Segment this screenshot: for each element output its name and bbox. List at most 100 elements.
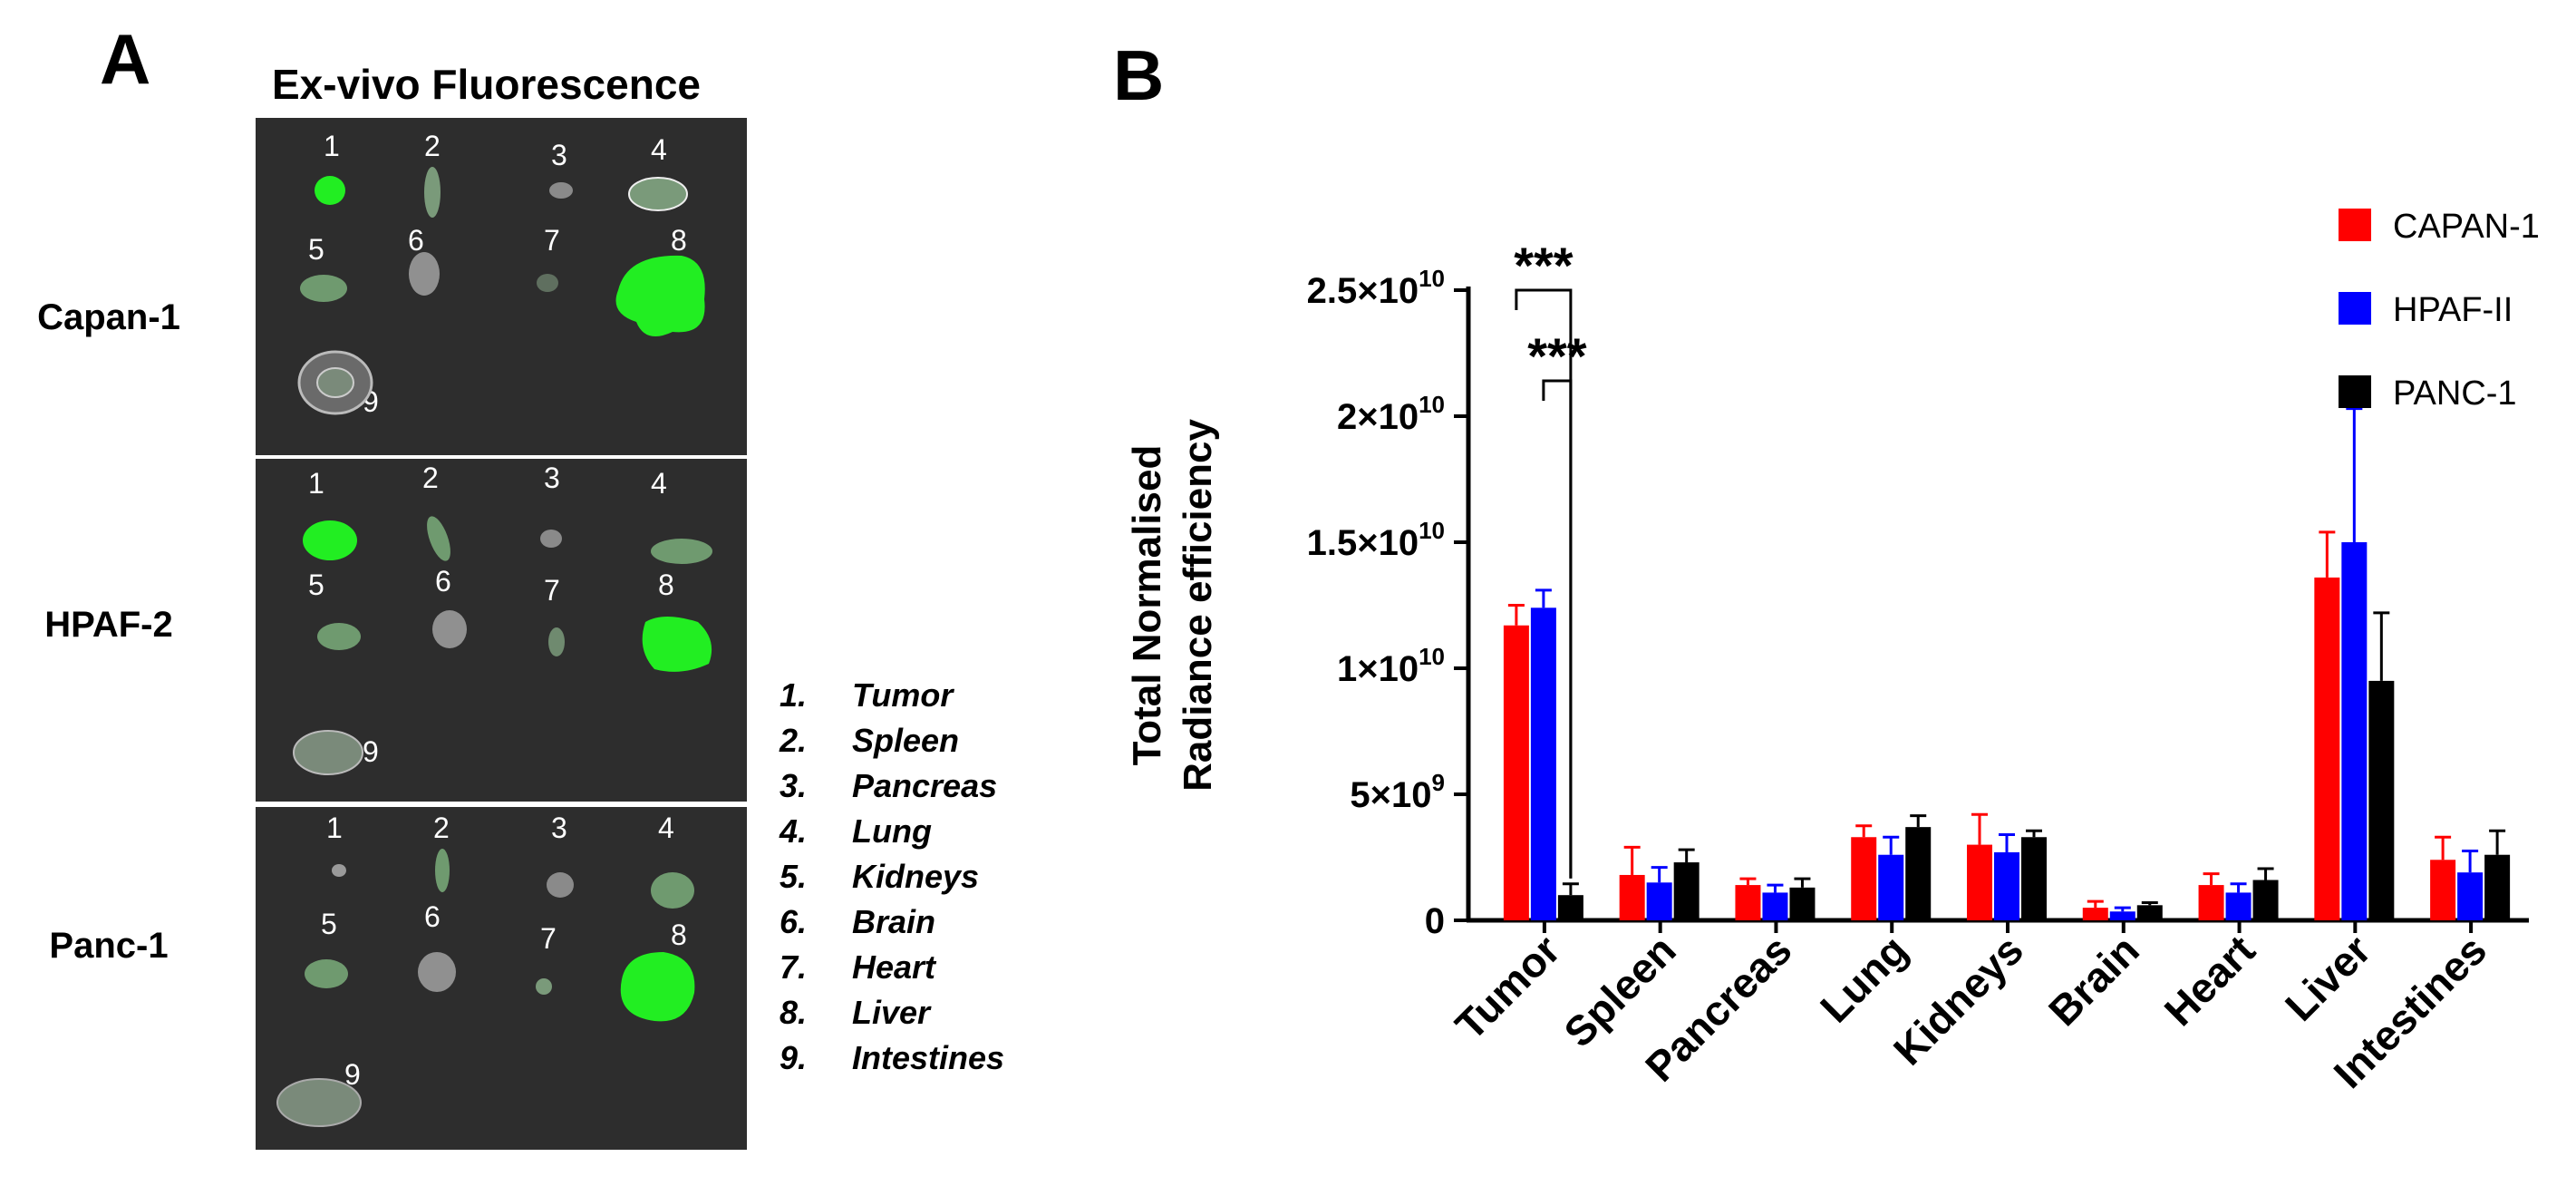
organ-tumor (332, 864, 346, 877)
organ-liver (642, 617, 712, 672)
organ-legend-item: 4. Lung (780, 809, 1004, 854)
organ-number: 4 (651, 467, 667, 500)
x-tick-label: Lung (1811, 926, 1916, 1031)
organ-number: 3 (551, 812, 567, 844)
organ-number: 2 (422, 462, 439, 494)
organ-spleen (427, 516, 450, 561)
organ-number: 9 (363, 735, 379, 768)
bar-hpaf-ii (1530, 608, 1556, 920)
organ-intestines (276, 1078, 362, 1127)
organ-brain (432, 610, 467, 648)
organ-number: 2 (424, 130, 441, 162)
organ-number: 4 (658, 812, 674, 844)
organ-heart (536, 978, 552, 995)
organ-legend-item: 5. Kidneys (780, 854, 1004, 899)
bar-hpaf-ii (1878, 854, 1904, 920)
organ-kidneys (300, 275, 347, 302)
bar-capan-1 (1851, 837, 1877, 920)
legend-swatch-panc-1 (2339, 375, 2371, 408)
organ-legend-name: Kidneys (852, 858, 980, 895)
organ-number: 7 (544, 224, 560, 257)
organ-legend-name: Liver (852, 994, 931, 1031)
y-axis-label: Total Normalised (1125, 445, 1169, 766)
legend-label: HPAF-II (2393, 291, 2513, 329)
organ-legend-number: 3. (780, 767, 808, 804)
legend-swatch-capan-1 (2339, 209, 2371, 241)
y-tick-label: 5×109 (1350, 769, 1445, 815)
fluorescence-title: Ex-vivo Fluorescence (272, 61, 701, 108)
organ-legend-item: 8. Liver (780, 990, 1004, 1035)
organ-number: 6 (424, 900, 441, 933)
organ-legend-number: 9. (780, 1039, 808, 1076)
organ-number: 7 (544, 574, 560, 607)
bar-panc-1 (2136, 905, 2163, 920)
x-tick-label: Kidneys (1884, 926, 2032, 1074)
bar-panc-1 (2021, 837, 2047, 920)
fluorescence-image-panc: 1 2 3 4 5 6 7 8 9 (256, 807, 747, 1150)
y-tick-label: 0 (1425, 901, 1445, 941)
bar-hpaf-ii (2225, 892, 2252, 920)
organ-brain (418, 952, 456, 992)
x-tick-label: Liver (2276, 926, 2380, 1030)
organ-liver (620, 952, 695, 1022)
bar-panc-1 (2368, 680, 2395, 920)
organ-legend-number: 6. (780, 903, 808, 940)
organ-number: 6 (408, 224, 424, 257)
significance-label: *** (1527, 327, 1587, 384)
organ-pancreas (549, 182, 573, 199)
bar-capan-1 (1735, 885, 1761, 920)
organ-legend-name: Spleen (852, 722, 960, 759)
organ-legend-number: 1. (780, 676, 808, 714)
bar-hpaf-ii (1646, 882, 1672, 920)
organ-legend-item: 6. Brain (780, 899, 1004, 945)
organ-kidneys (317, 623, 361, 650)
row-label-panc: Panc-1 (49, 926, 169, 966)
y-axis-label: Radiance efficiency (1176, 419, 1220, 792)
organ-pancreas (547, 872, 574, 898)
organ-number: 3 (551, 139, 567, 171)
fluorescence-image-capan: 1 2 3 4 5 6 7 8 9 (256, 118, 747, 455)
organ-legend-name: Lung (852, 812, 932, 850)
organ-legend-name: Pancreas (852, 767, 998, 804)
organ-legend-item: 7. Heart (780, 945, 1004, 990)
organ-tumor (303, 520, 357, 560)
organ-number: 7 (540, 922, 557, 955)
bar-panc-1 (1557, 895, 1583, 920)
organ-image-panc: 1 2 3 4 5 6 7 8 9 (276, 812, 695, 1127)
row-label-capan: Capan-1 (37, 297, 180, 337)
bar-hpaf-ii (1994, 851, 2019, 920)
organ-legend-number: 8. (780, 994, 808, 1031)
x-tick-label: Brain (2039, 926, 2148, 1035)
bar-capan-1 (2082, 908, 2108, 920)
panel-label-b: B (1113, 35, 1165, 115)
organ-number: 3 (544, 462, 560, 494)
bar-panc-1 (2484, 854, 2511, 920)
bar-panc-1 (2252, 880, 2279, 920)
organ-image-capan: 1 2 3 4 5 6 7 8 9 (297, 130, 705, 418)
bar-panc-1 (1905, 827, 1932, 920)
legend-label: PANC-1 (2393, 374, 2517, 413)
bar-hpaf-ii (2457, 872, 2484, 920)
organ-number: 8 (671, 224, 687, 257)
organ-number: 6 (435, 565, 451, 598)
organ-liver (615, 255, 705, 337)
bar-capan-1 (2314, 577, 2340, 920)
organ-number: 9 (344, 1058, 361, 1091)
organ-spleen (424, 167, 441, 218)
organ-number: 5 (308, 233, 324, 266)
organ-legend-name: Heart (852, 948, 936, 986)
y-tick-label: 1×1010 (1337, 643, 1445, 689)
bar-hpaf-ii (2341, 542, 2368, 920)
organ-spleen (435, 849, 450, 892)
organ-heart (537, 274, 558, 292)
organ-number: 8 (671, 919, 687, 951)
bar-capan-1 (1967, 844, 1992, 920)
organ-legend-number: 7. (780, 948, 808, 986)
bar-panc-1 (1789, 887, 1816, 920)
organ-legend-name: Intestines (852, 1039, 1005, 1076)
bar-capan-1 (2198, 885, 2224, 920)
y-tick-label: 1.5×1010 (1307, 517, 1445, 563)
bar-hpaf-ii (1762, 892, 1788, 920)
organ-heart (548, 627, 565, 656)
organ-legend-number: 5. (780, 858, 808, 895)
